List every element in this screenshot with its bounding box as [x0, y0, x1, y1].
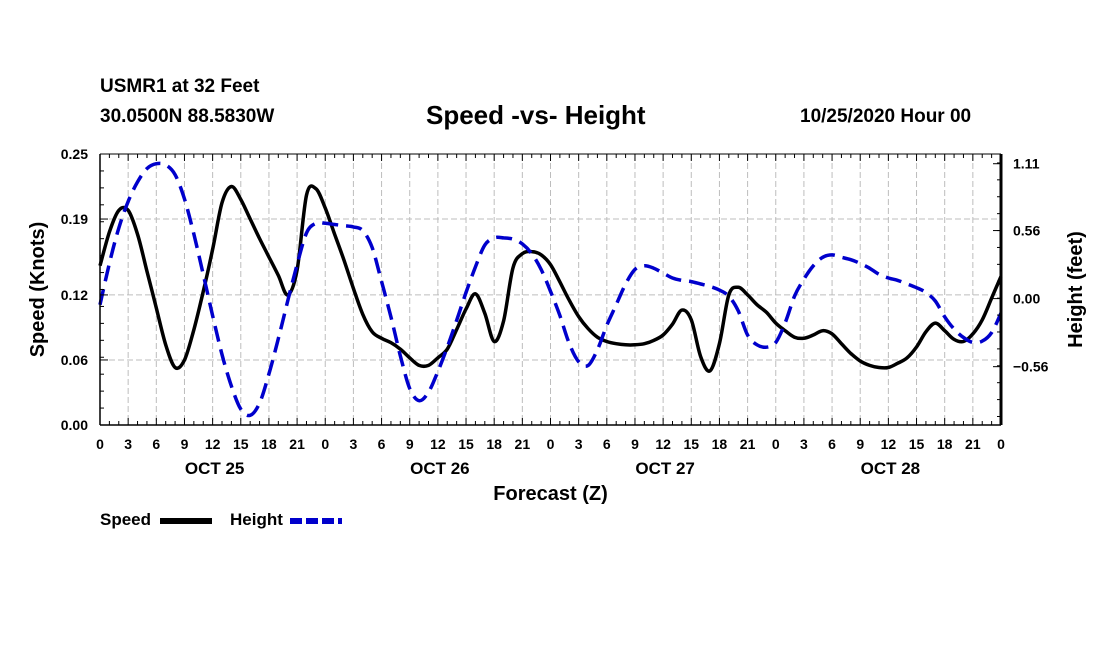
x-tick-label: 6 — [152, 436, 160, 452]
y-tick-label: 0.25 — [61, 146, 88, 162]
x-tick-label: 6 — [828, 436, 836, 452]
x-tick-label: 15 — [909, 436, 925, 452]
y-tick-label: 0.19 — [61, 211, 88, 227]
x-tick-label: 21 — [515, 436, 531, 452]
y-tick-label: 0.06 — [61, 352, 88, 368]
x-tick-label: 9 — [181, 436, 189, 452]
x-tick-label: 3 — [575, 436, 583, 452]
chart-title: Speed -vs- Height — [426, 100, 646, 130]
x-tick-label: 15 — [683, 436, 699, 452]
y2-tick-label: 0.00 — [1013, 291, 1040, 307]
day-label: OCT 25 — [185, 459, 245, 478]
x-tick-label: 0 — [321, 436, 329, 452]
x-axis-title: Forecast (Z) — [493, 483, 607, 505]
x-tick-label: 18 — [261, 436, 277, 452]
x-tick-label: 3 — [800, 436, 808, 452]
x-tick-label: 12 — [655, 436, 671, 452]
day-label: OCT 28 — [861, 459, 921, 478]
day-label: OCT 27 — [635, 459, 695, 478]
x-tick-label: 12 — [881, 436, 897, 452]
y2-tick-label: 1.11 — [1013, 156, 1040, 172]
x-tick-label: 18 — [937, 436, 953, 452]
x-tick-label: 3 — [350, 436, 358, 452]
forecast-datetime: 10/25/2020 Hour 00 — [800, 106, 972, 127]
station-label: USMR1 at 32 Feet — [100, 76, 260, 97]
x-tick-label: 0 — [997, 436, 1005, 452]
legend-label-speed: Speed — [100, 510, 151, 529]
x-tick-label: 12 — [205, 436, 221, 452]
x-tick-label: 15 — [458, 436, 474, 452]
x-tick-label: 3 — [124, 436, 132, 452]
x-tick-label: 6 — [603, 436, 611, 452]
y-axis-title: Speed (Knots) — [27, 222, 49, 358]
y2-tick-label: −0.56 — [1013, 359, 1049, 375]
y-tick-label: 0.00 — [61, 417, 88, 433]
coordinates-label: 30.0500N 88.5830W — [100, 106, 275, 127]
series-line-speed — [98, 184, 1003, 373]
x-tick-label: 21 — [965, 436, 981, 452]
y2-tick-label: 0.56 — [1013, 223, 1040, 239]
x-tick-label: 18 — [712, 436, 728, 452]
x-tick-label: 9 — [406, 436, 414, 452]
y2-axis-title: Height (feet) — [1065, 231, 1087, 348]
x-tick-label: 9 — [631, 436, 639, 452]
x-tick-label: 21 — [289, 436, 305, 452]
x-tick-label: 12 — [430, 436, 446, 452]
x-tick-label: 0 — [547, 436, 555, 452]
x-tick-label: 18 — [486, 436, 502, 452]
series-line-height — [98, 161, 1003, 418]
x-tick-label: 15 — [233, 436, 249, 452]
x-tick-label: 0 — [772, 436, 780, 452]
day-label: OCT 26 — [410, 459, 470, 478]
legend-label-height: Height — [230, 510, 283, 529]
x-tick-label: 21 — [740, 436, 756, 452]
x-tick-label: 0 — [96, 436, 104, 452]
y-tick-label: 0.12 — [61, 287, 88, 303]
x-tick-label: 6 — [378, 436, 386, 452]
x-tick-label: 9 — [856, 436, 864, 452]
